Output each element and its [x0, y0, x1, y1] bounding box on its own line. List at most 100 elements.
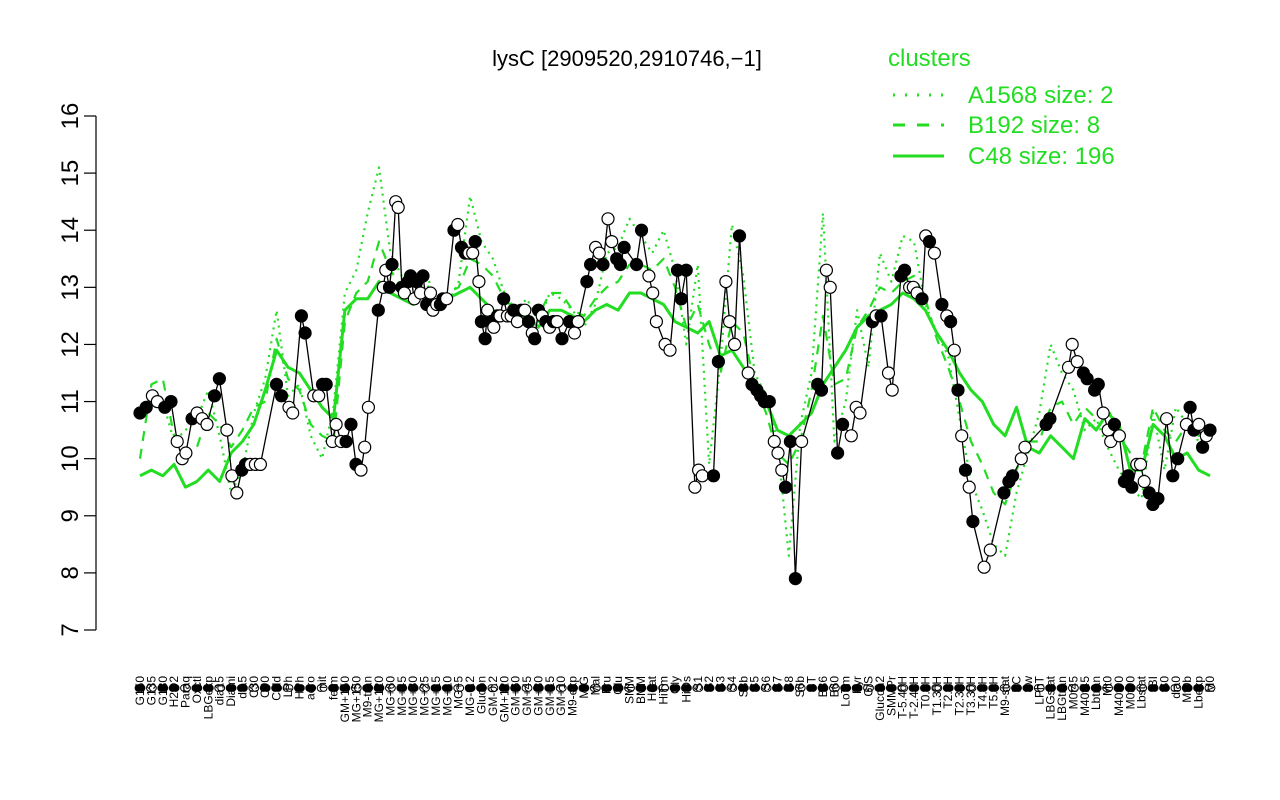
data-point-filled [468, 235, 482, 249]
x-tick-label: MG+15 [429, 676, 443, 716]
x-tick-label: M/G [577, 676, 591, 699]
x-rug-marker [1196, 684, 1204, 692]
x-rug-marker [695, 684, 704, 692]
series-layer [138, 166, 1211, 557]
data-point-filled [1171, 452, 1185, 466]
x-rug-marker [183, 684, 191, 692]
data-point-open [200, 417, 214, 431]
x-rug-marker [1116, 684, 1125, 692]
x-tick-label: GM+60 [509, 676, 523, 716]
x-tick-label: HPh [292, 676, 306, 699]
x-rug-marker [604, 684, 613, 692]
x-rug-marker [251, 684, 260, 692]
data-point-filled [935, 297, 949, 312]
data-point-filled [951, 383, 965, 397]
x-tick-label: dia5 [235, 676, 249, 699]
y-tick-label: 13 [57, 274, 84, 301]
legend-title: clusters [888, 45, 971, 72]
data-point-open [361, 400, 375, 414]
x-tick-label: Glucon2 [873, 676, 887, 721]
data-point-open [550, 315, 564, 329]
x-rug-marker [615, 684, 624, 692]
data-point-open [927, 246, 942, 260]
data-point-filled [634, 223, 649, 237]
data-point-open [230, 486, 244, 500]
data-point-filled [528, 332, 542, 346]
x-rug-marker [888, 684, 897, 692]
x-tick-label: G180 [156, 676, 170, 706]
x-rug-marker [274, 684, 283, 692]
x-tick-label: Mal [588, 676, 602, 695]
x-rug-marker [399, 684, 408, 692]
x-tick-label: T4.0H [975, 676, 989, 709]
y-tick-label: 7 [57, 623, 84, 636]
data-point-filled [382, 280, 397, 294]
x-tick-label: MG+30 [406, 676, 420, 716]
y-tick-label: 11 [57, 389, 84, 414]
x-rug-marker [900, 684, 909, 692]
data-point-filled [521, 315, 536, 329]
data-point-open [1070, 355, 1084, 369]
data-point-filled [583, 257, 598, 272]
data-point-open [983, 543, 997, 557]
data-point-filled [788, 571, 803, 586]
data-point-filled [997, 486, 1011, 500]
data-point-filled [1005, 469, 1020, 483]
x-tick-label: Lbstat [1135, 675, 1149, 708]
x-rug-marker [353, 684, 362, 692]
x-tick-label: C30 [247, 676, 261, 698]
x-rug-marker [285, 684, 294, 692]
data-point-filled [1125, 480, 1139, 494]
data-point-filled [617, 240, 631, 254]
x-tick-label: S5 [748, 676, 762, 691]
x-tick-label: LPh [281, 676, 295, 697]
x-rug-marker [957, 684, 965, 692]
x-tick-label: T-2.40H [907, 676, 921, 719]
data-point-open [977, 560, 991, 574]
x-rug-marker [1127, 684, 1136, 692]
x-tick-label: S3 [714, 676, 728, 691]
data-point-open [853, 406, 867, 420]
data-point-open [1065, 337, 1079, 351]
data-point-filled [711, 355, 726, 369]
data-point-open [329, 417, 343, 431]
y-axis: 7 8 9 10 11 12 13 14 15 16 [57, 103, 97, 637]
x-axis: G150G135G180H2O2ParaqOxctlLBGexpdia15Dia… [133, 675, 1217, 722]
x-tick-label: T5.0H [987, 676, 1001, 709]
data-point-filled [706, 469, 721, 483]
legend-label-a1568: A1568 size: 2 [968, 82, 1113, 109]
x-rug-marker [832, 684, 840, 692]
data-point-open [663, 343, 677, 357]
y-tick-label: 15 [57, 160, 84, 187]
data-point-open [1014, 452, 1028, 466]
x-tick-label: T3.30H [964, 676, 978, 715]
x-tick-label: MG+150 [349, 676, 363, 723]
x-rug-marker [752, 684, 761, 692]
x-tick-label: MG+120 [372, 676, 386, 723]
x-rug-marker [479, 684, 487, 692]
x-tick-label: S1 [691, 676, 705, 691]
data-point-open [312, 389, 326, 403]
data-point-open [823, 280, 837, 294]
data-point-open [649, 315, 664, 329]
data-point-filled [674, 292, 688, 306]
x-rug-marker [809, 684, 817, 692]
x-rug-marker [820, 684, 829, 692]
points-layer [133, 195, 1217, 586]
data-point-open [286, 406, 300, 420]
x-rug-marker [854, 684, 863, 692]
data-point-open [487, 320, 501, 334]
series-line-dotted [139, 166, 1211, 557]
series-line-dashed [138, 240, 1211, 506]
x-rug-marker [297, 684, 305, 692]
data-point-open [695, 469, 709, 483]
data-point-filled [164, 395, 178, 409]
x-rug-marker [160, 684, 169, 692]
x-rug-marker [1105, 684, 1113, 692]
data-point-filled [274, 389, 289, 403]
data-point-filled [596, 257, 610, 272]
x-tick-label: SMM [623, 676, 637, 704]
x-tick-label: Mt0 [1101, 676, 1115, 696]
x-rug-marker [456, 684, 465, 692]
x-rug-marker [1036, 684, 1045, 692]
